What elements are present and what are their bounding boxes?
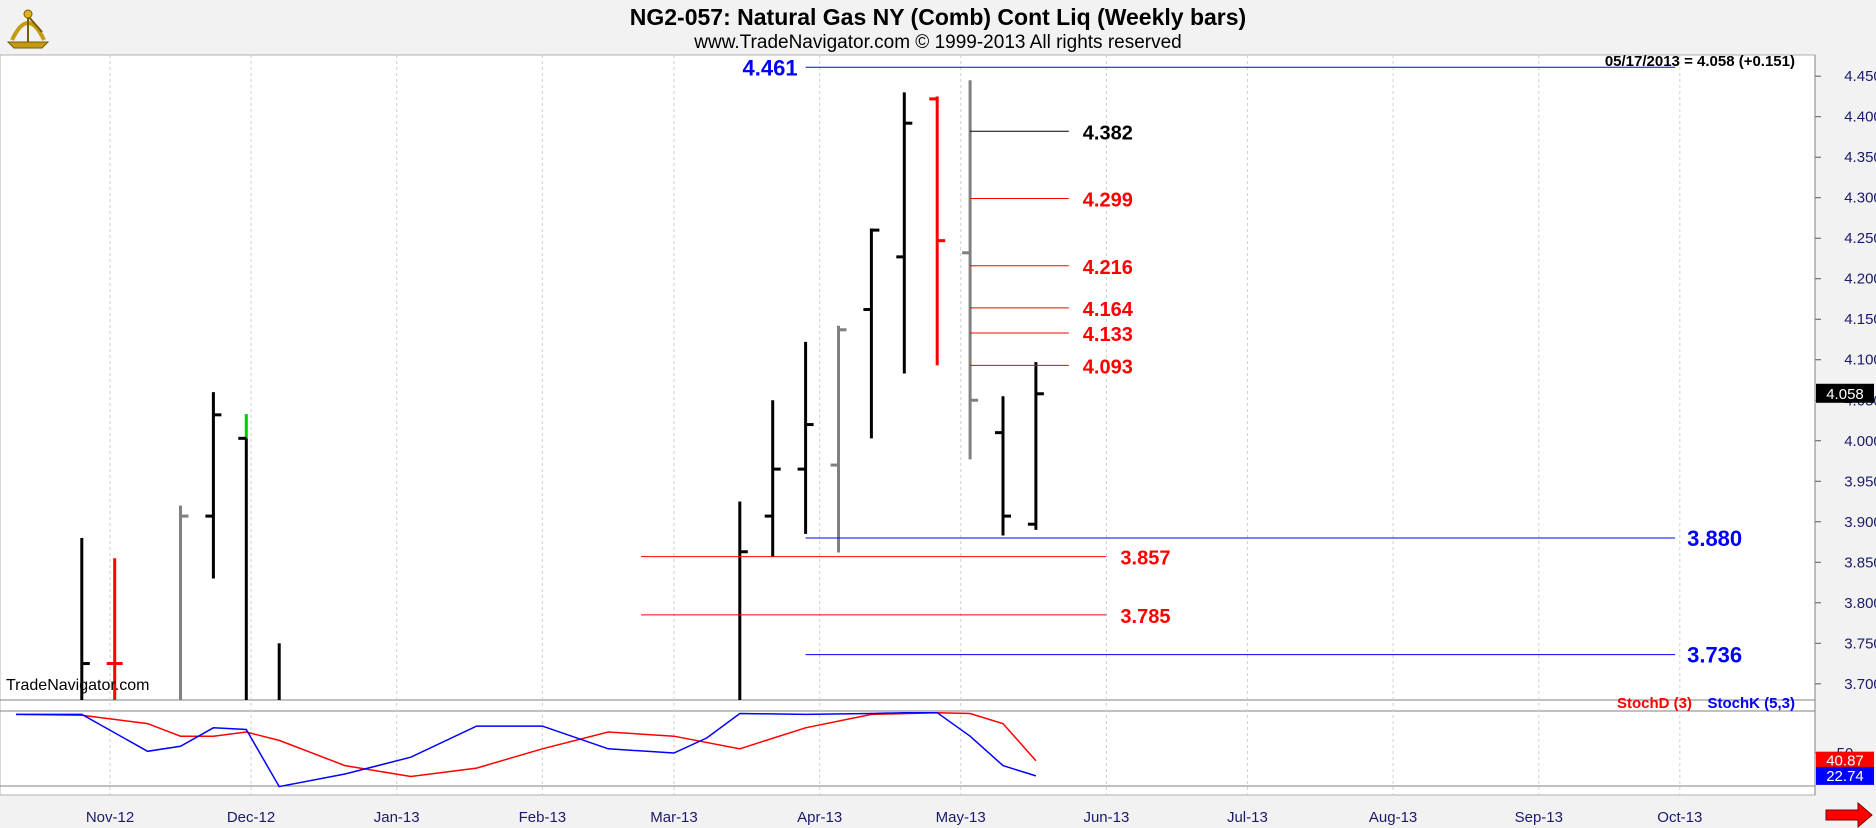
x-tick-label: Jul-13 [1227, 809, 1268, 826]
x-tick-label: Oct-13 [1657, 809, 1702, 826]
scroll-right-arrow-icon[interactable] [1825, 801, 1873, 828]
x-tick-label: Nov-12 [86, 809, 134, 826]
y-tick-label: 4.250 [1844, 230, 1876, 247]
x-tick-label: Jun-13 [1083, 809, 1129, 826]
x-tick-label: Jan-13 [374, 809, 420, 826]
y-tick-label: 3.750 [1844, 635, 1876, 652]
level-label: 4.093 [1083, 356, 1133, 378]
x-tick-label: Apr-13 [797, 809, 842, 826]
level-label: 4.382 [1083, 122, 1133, 144]
level-label: 4.133 [1083, 324, 1133, 346]
y-tick-label: 4.200 [1844, 271, 1876, 288]
y-tick-label: 3.850 [1844, 554, 1876, 571]
level-label: 3.785 [1120, 606, 1170, 628]
level-label: 3.736 [1687, 643, 1742, 668]
y-tick-label: 4.000 [1844, 433, 1876, 450]
price-panel [0, 54, 1816, 701]
stochk-line [16, 711, 1037, 788]
level-label: 4.164 [1083, 299, 1134, 321]
sextant-logo-icon [6, 9, 50, 49]
y-tick-label: 4.300 [1844, 190, 1876, 207]
last-info-text: 05/17/2013 = 4.058 (+0.151) [1605, 53, 1795, 70]
stochk-value-box [1816, 766, 1874, 785]
y-tick-label: 3.950 [1844, 473, 1876, 490]
y-tick-label: 3.900 [1844, 514, 1876, 531]
legend-stochd: StochD (3) [1617, 695, 1692, 712]
watermark-text: TradeNavigator.com [6, 677, 149, 694]
level-label: 3.857 [1120, 548, 1170, 570]
last-price-box [1816, 383, 1874, 403]
stochd-value: 40.87 [1826, 753, 1864, 770]
level-label: 4.461 [743, 55, 798, 80]
stochd-value-box [1816, 751, 1874, 770]
y-tick-label: 4.450 [1844, 68, 1876, 85]
y-tick-label: 4.350 [1844, 149, 1876, 166]
oscillator-panel [0, 699, 1816, 796]
y-tick-label: 4.150 [1844, 311, 1876, 328]
y-tick-label: 4.400 [1844, 109, 1876, 126]
y-tick-label: 3.700 [1844, 676, 1876, 693]
x-tick-label: May-13 [936, 809, 986, 826]
axis-strip [1815, 55, 1876, 795]
level-label: 4.299 [1083, 190, 1133, 212]
legend-stochk: StochK (5,3) [1707, 695, 1795, 712]
x-tick-label: Aug-13 [1369, 809, 1417, 826]
x-tick-label: Dec-12 [227, 809, 275, 826]
x-tick-label: Mar-13 [650, 809, 698, 826]
chart-title: NG2-057: Natural Gas NY (Comb) Cont Liq … [629, 4, 1247, 30]
x-tick-label: Feb-13 [519, 809, 567, 826]
y-tick-label: 3.800 [1844, 595, 1876, 612]
last-price-label: 4.058 [1826, 386, 1864, 403]
level-label: 4.216 [1083, 257, 1133, 279]
copyright-text: www.TradeNavigator.com © 1999-2013 All r… [694, 32, 1182, 53]
x-tick-label: Sep-13 [1515, 809, 1563, 826]
y-tick-label: 4.100 [1844, 352, 1876, 369]
level-label: 3.880 [1687, 526, 1742, 551]
stochk-value: 22.74 [1826, 768, 1864, 785]
